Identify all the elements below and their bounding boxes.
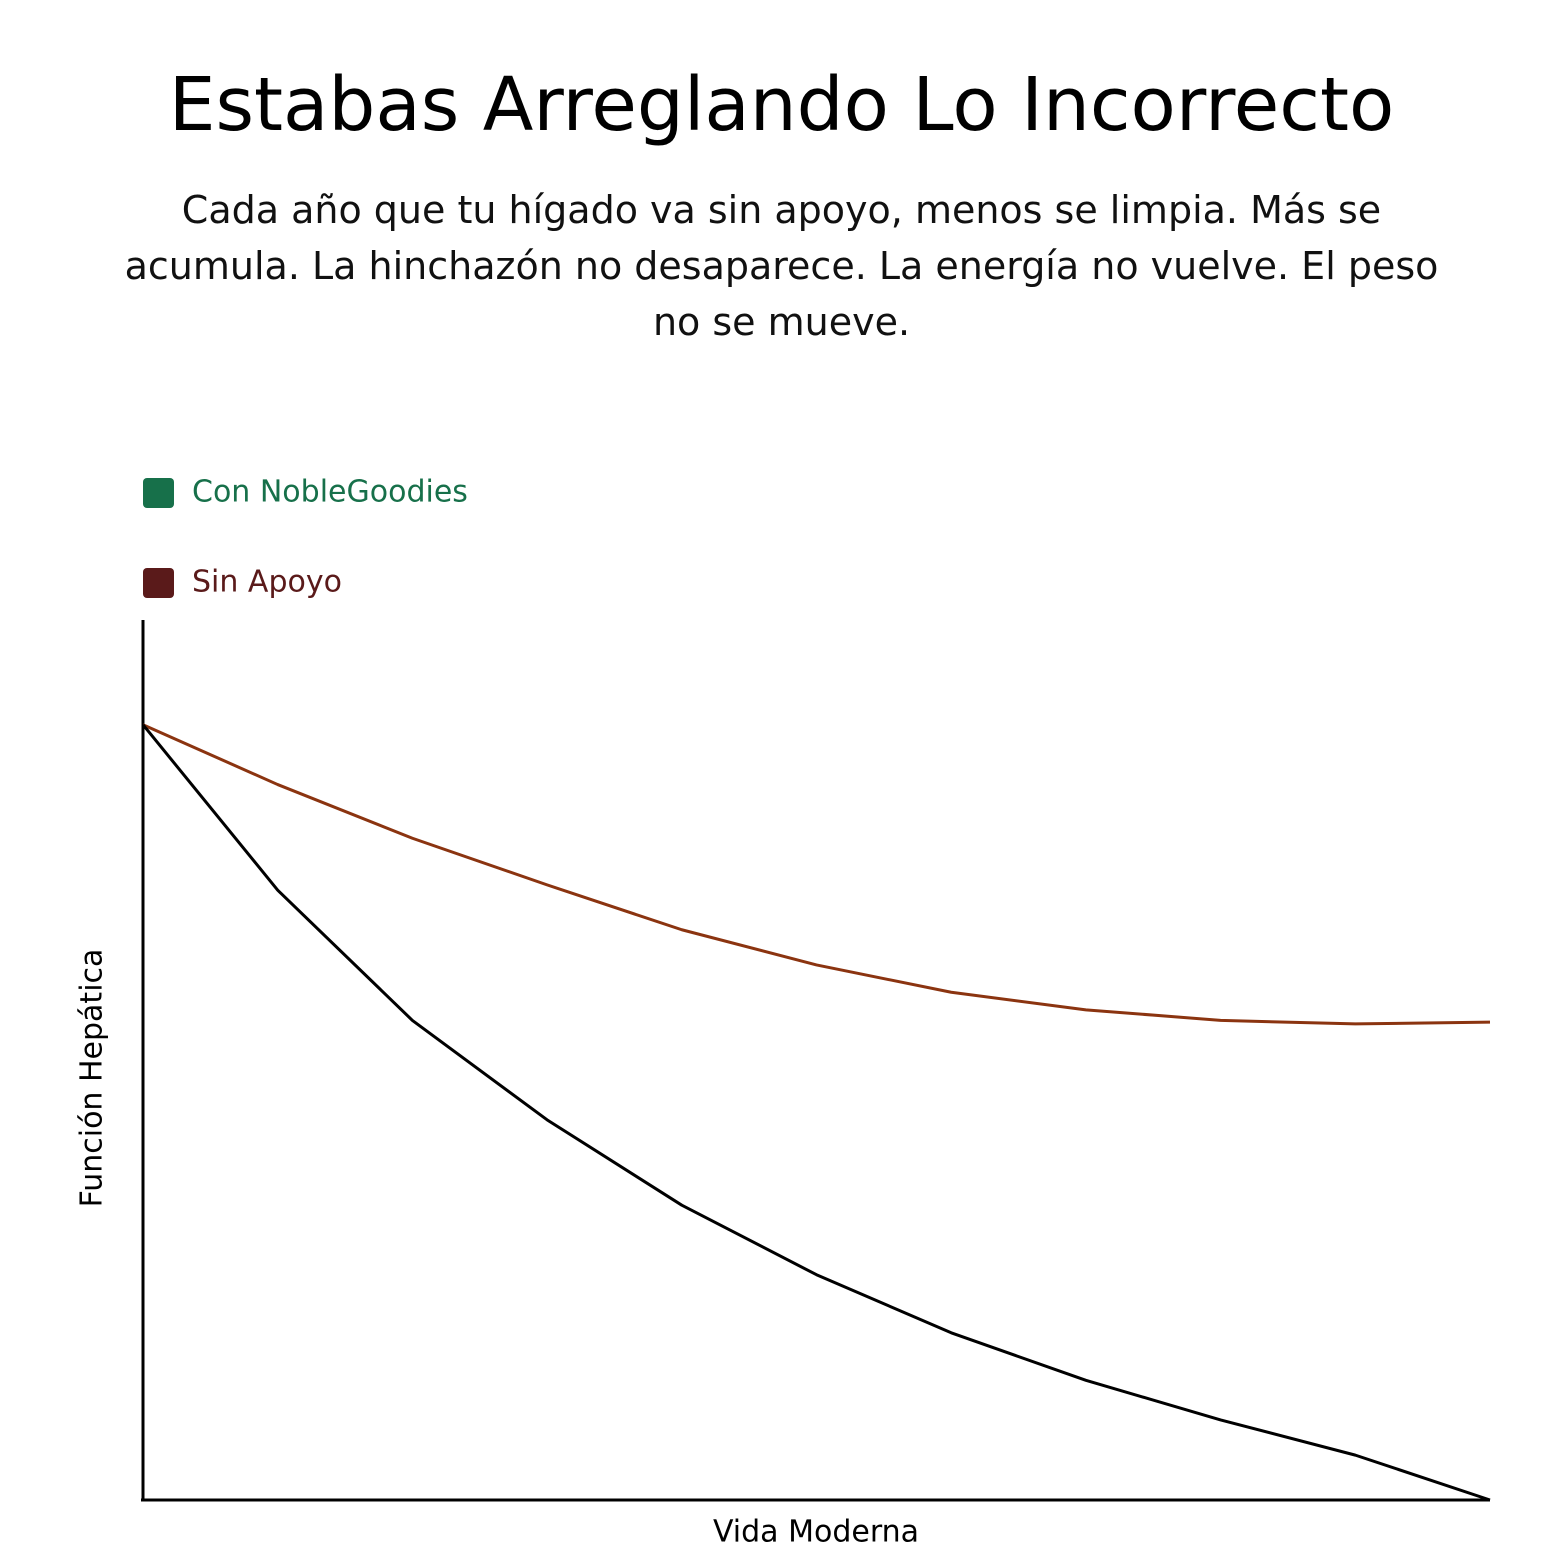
legend-swatch: [143, 478, 174, 508]
series-line: [142, 723, 1491, 1026]
x-axis-label: Vida Moderna: [713, 1515, 919, 1550]
legend-label: Con NobleGoodies: [192, 475, 468, 510]
legend-label: Sin Apoyo: [192, 565, 342, 600]
chart-subtitle: Cada año que tu hígado va sin apoyo, men…: [124, 188, 1439, 344]
chart-title: Estabas Arreglando Lo Incorrecto: [168, 62, 1395, 148]
legend-swatch: [143, 568, 174, 598]
y-axis-label: Función Hepática: [75, 949, 110, 1208]
series-line: [141, 723, 1491, 1502]
